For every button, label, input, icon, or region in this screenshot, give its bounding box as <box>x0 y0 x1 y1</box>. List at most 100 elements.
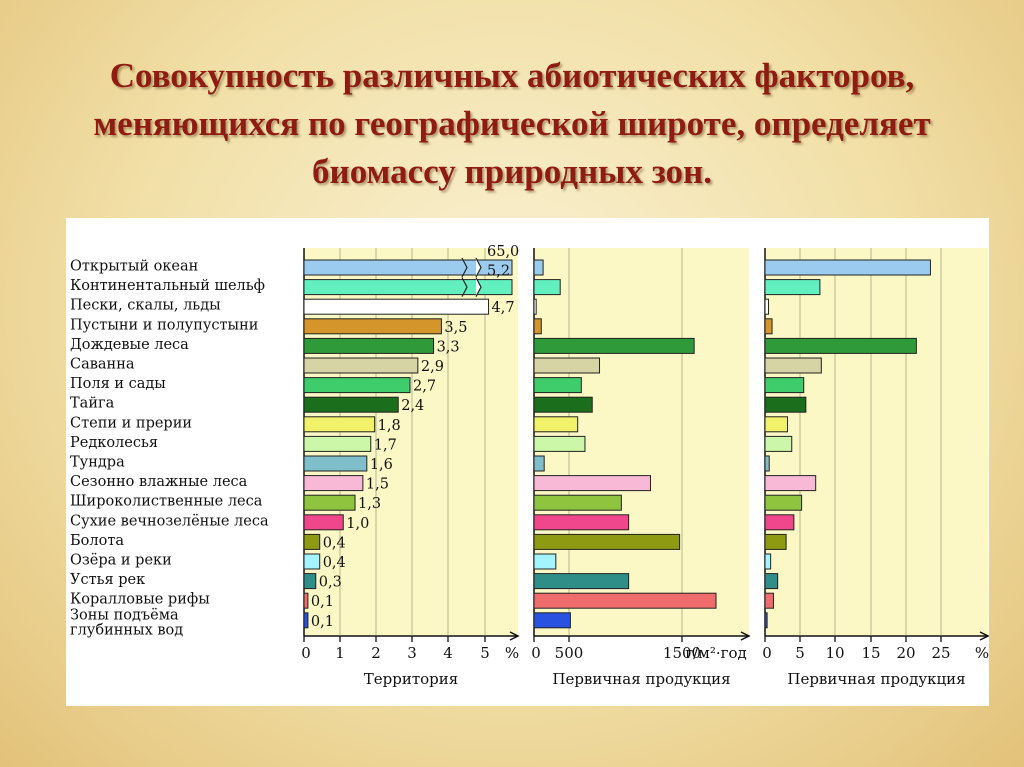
bar-territory <box>303 514 344 531</box>
x-tick-label-0-2: 2 <box>371 644 381 662</box>
bar-production-percent <box>764 494 803 511</box>
x-axis-label-2: Первичная продукция <box>787 670 965 688</box>
category-label: Сухие вечнозелёные леса <box>70 513 269 529</box>
bar-production-gm2 <box>533 592 717 609</box>
x-axis-arrow-1 <box>740 631 751 641</box>
x-tick-label-2-4: 20 <box>896 644 915 662</box>
bar-value-label: 65,0 <box>487 244 519 260</box>
bar-value-label: 2,9 <box>421 359 444 375</box>
bar-production-gm2 <box>533 533 681 550</box>
category-label: Пустыни и полупустыни <box>70 317 258 333</box>
bar-territory <box>303 279 513 296</box>
bar-production-gm2 <box>533 279 561 296</box>
bar-territory <box>303 318 442 335</box>
bar-production-percent <box>764 377 805 394</box>
bar-value-label: 1,5 <box>366 477 389 493</box>
bar-territory <box>303 298 490 315</box>
x-tick-label-0-5: 5 <box>480 644 490 662</box>
bar-value-label: 0,4 <box>323 555 346 571</box>
bar-value-label: 1,3 <box>358 496 381 512</box>
bar-value-label: 4,7 <box>492 300 515 316</box>
bar-production-gm2 <box>533 298 537 315</box>
bar-production-percent <box>764 279 821 296</box>
category-label: Широколиственные леса <box>70 494 263 510</box>
bar-production-gm2 <box>533 553 557 570</box>
bar-production-percent <box>764 416 789 433</box>
x-axis-unit-0: % <box>505 644 519 662</box>
x-tick-label-0-1: 1 <box>335 644 345 662</box>
bar-value-label: 1,6 <box>370 457 393 473</box>
category-label: Устья рек <box>70 572 145 588</box>
bar-production-percent <box>764 573 779 590</box>
x-tick-label-1-0: 0 <box>531 644 541 662</box>
bar-production-gm2 <box>533 514 630 531</box>
bar-value-label: 3,5 <box>444 320 467 336</box>
x-tick-label-0-0: 0 <box>301 644 311 662</box>
panel-background-2 <box>765 248 988 636</box>
bar-production-percent <box>764 337 917 354</box>
bar-production-percent <box>764 475 817 492</box>
bar-territory <box>303 396 399 413</box>
bar-value-label: 2,7 <box>413 379 436 395</box>
bar-territory <box>303 592 309 609</box>
x-tick-label-1-2: 1500 <box>663 644 701 662</box>
category-label: Коралловые рифы <box>70 592 210 608</box>
bar-production-gm2 <box>533 573 630 590</box>
bar-production-gm2 <box>533 337 695 354</box>
bar-territory <box>303 259 513 276</box>
category-label: Озёра и реки <box>70 553 172 569</box>
category-label: Пески, скалы, льды <box>70 298 221 314</box>
category-label: Зоны подъёма глубинных вод <box>70 607 183 638</box>
bar-territory <box>303 455 368 472</box>
bar-production-gm2 <box>533 435 586 452</box>
bar-value-label: 0,1 <box>311 594 334 610</box>
bar-value-label: 1,0 <box>346 516 369 532</box>
category-label: Степи и прерии <box>70 415 192 431</box>
bar-territory <box>303 533 321 550</box>
category-label: Сезонно влажные леса <box>70 474 248 490</box>
bar-production-percent <box>764 455 770 472</box>
category-label: Болота <box>70 533 124 549</box>
x-axis-arrow-2 <box>979 631 989 641</box>
chart-panel: 0 1 2 3 4 5% Территория 0 500 1500 г/м²·год Первичн… <box>66 218 989 706</box>
bar-production-gm2 <box>533 455 545 472</box>
bar-production-percent <box>764 533 787 550</box>
bar-value-label: 3,3 <box>437 339 460 355</box>
bar-production-percent <box>764 592 774 609</box>
x-tick-label-2-5: 25 <box>931 644 950 662</box>
x-tick-label-2-3: 15 <box>861 644 880 662</box>
bar-value-label: 2,4 <box>401 398 424 414</box>
bar-break-mark <box>475 277 482 297</box>
bar-production-percent <box>764 514 795 531</box>
bar-production-gm2 <box>533 357 601 374</box>
bar-production-percent <box>764 357 822 374</box>
bar-territory <box>303 612 309 629</box>
bar-territory <box>303 377 411 394</box>
category-label: Поля и сады <box>70 376 166 392</box>
bar-production-percent <box>764 259 931 276</box>
bar-production-percent <box>764 318 773 335</box>
bar-production-gm2 <box>533 377 582 394</box>
category-label: Континентальный шельф <box>70 278 265 294</box>
slide-title: Совокупность различных абиотических факт… <box>93 56 931 191</box>
bar-value-label: 0,1 <box>311 614 334 630</box>
category-label: Редколесья <box>70 435 158 451</box>
category-label: Дождевые леса <box>70 337 189 353</box>
x-tick-label-0-4: 4 <box>443 644 453 662</box>
category-label: Саванна <box>70 357 135 373</box>
x-axis-label-1: Первичная продукция <box>552 670 730 688</box>
category-label: Тундра <box>70 455 125 471</box>
bar-territory <box>303 416 376 433</box>
bar-territory <box>303 435 372 452</box>
bar-production-gm2 <box>533 494 622 511</box>
bar-value-label: 1,8 <box>378 418 401 434</box>
x-tick-label-1-1: 500 <box>555 644 584 662</box>
bar-production-percent <box>764 435 793 452</box>
bar-value-label: 0,3 <box>319 575 342 591</box>
bar-production-gm2 <box>533 612 571 629</box>
bar-territory <box>303 357 419 374</box>
bar-production-percent <box>764 612 768 629</box>
x-axis-label-0: Территория <box>364 670 458 688</box>
bar-production-gm2 <box>533 259 544 276</box>
bar-value-label: 1,7 <box>374 437 397 453</box>
